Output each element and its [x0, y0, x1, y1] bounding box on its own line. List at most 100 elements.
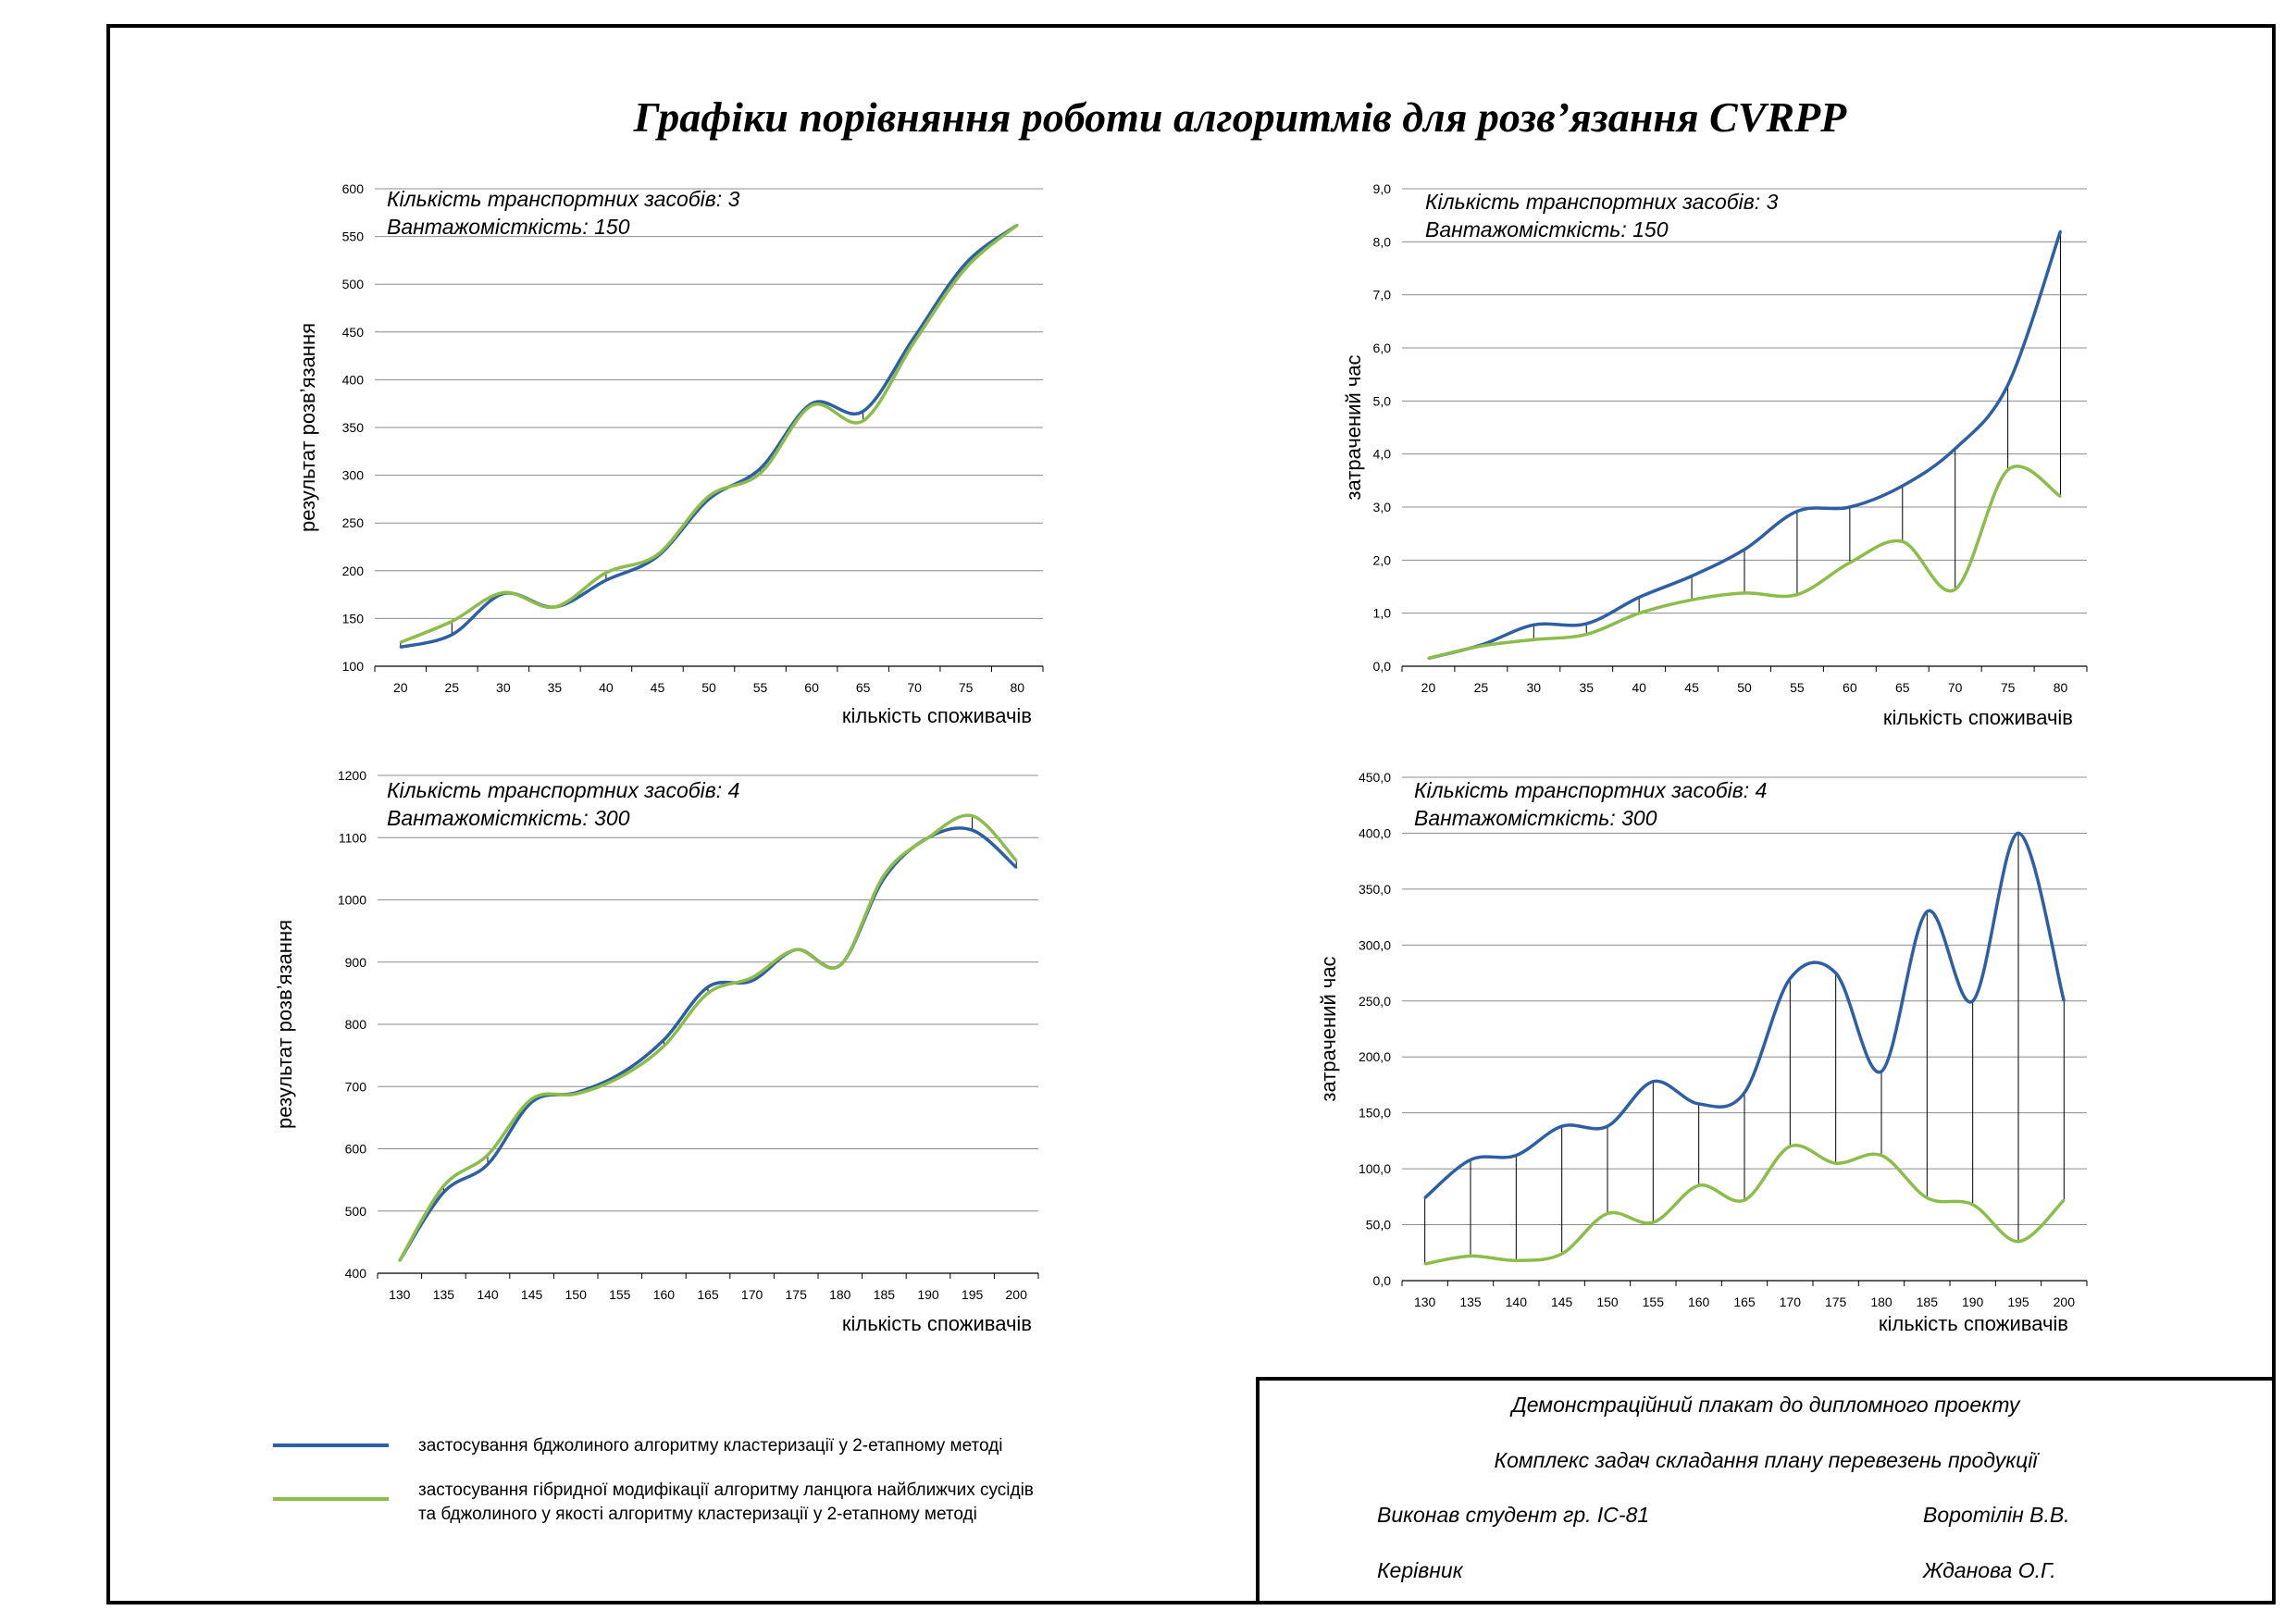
data-point-green: [1743, 591, 1746, 595]
data-point-green: [1515, 1259, 1518, 1262]
x-tick-label: 160: [1688, 1295, 1710, 1309]
data-point-blue: [1533, 624, 1535, 626]
x-tick-label: 185: [1917, 1295, 1939, 1309]
x-tick-label: 70: [1948, 680, 1963, 695]
y-tick-label: 50,0: [1366, 1218, 1391, 1233]
data-point-green: [1427, 657, 1430, 660]
data-point-green: [1789, 1145, 1792, 1148]
x-tick-label: 195: [2007, 1295, 2029, 1309]
data-point-blue: [530, 1100, 533, 1104]
x-tick-label: 165: [1733, 1295, 1756, 1309]
title-block: Демонстраційний плакат до дипломного про…: [1256, 1377, 2276, 1604]
y-tick-label: 600: [345, 1142, 367, 1157]
x-axis-title: кількість споживачів: [842, 704, 1032, 727]
data-point-blue: [1560, 1124, 1563, 1128]
y-axis-title: затрачений час: [1342, 354, 1365, 500]
data-point-green: [1690, 599, 1694, 601]
x-tick-label: 65: [856, 680, 871, 695]
data-point-blue: [1848, 505, 1852, 509]
data-point-blue: [1469, 1158, 1472, 1161]
data-point-green: [399, 641, 402, 644]
y-tick-label: 250: [342, 515, 365, 530]
data-point-green: [1834, 1161, 1837, 1165]
data-point-blue: [1834, 972, 1837, 974]
x-tick-label: 135: [433, 1287, 455, 1302]
data-point-green: [1606, 1212, 1609, 1215]
y-tick-label: 400: [345, 1266, 367, 1281]
data-point-blue: [971, 828, 974, 832]
data-point-green: [1954, 588, 1956, 591]
y-tick-label: 800: [345, 1017, 367, 1032]
stamp-performed-label: Виконав студент гр. ІС-81: [1377, 1503, 1649, 1527]
legend-label-green-line2: та бджолиного у якості алгоритму кластер…: [418, 1505, 977, 1524]
chart-note-capacity: Вантажомісткість: 300: [1414, 806, 1657, 830]
x-tick-label: 135: [1459, 1295, 1482, 1309]
y-tick-label: 9,0: [1373, 181, 1392, 196]
x-tick-label: 160: [653, 1287, 676, 1302]
x-tick-label: 170: [741, 1287, 763, 1302]
stamp-performed-name: Воротілін В.В.: [1923, 1503, 2070, 1527]
data-point-green: [442, 1184, 445, 1188]
x-tick-label: 25: [445, 680, 460, 695]
data-point-blue: [1637, 596, 1641, 599]
y-tick-label: 300,0: [1359, 937, 1391, 952]
y-tick-label: 500: [345, 1204, 367, 1219]
data-point-green: [810, 404, 813, 407]
x-tick-label: 50: [701, 680, 716, 695]
data-point-blue: [1795, 510, 1799, 513]
y-tick-label: 450: [342, 325, 365, 340]
x-tick-label: 60: [1843, 680, 1857, 695]
data-point-blue: [442, 1191, 445, 1194]
series-line-blue: [398, 826, 1018, 1262]
x-tick-label: 140: [477, 1287, 499, 1302]
x-tick-label: 165: [697, 1287, 719, 1302]
data-point-green: [1480, 645, 1483, 648]
y-tick-label: 200,0: [1359, 1049, 1391, 1064]
y-tick-label: 3,0: [1373, 500, 1392, 514]
data-point-green: [971, 814, 974, 817]
data-point-blue: [1743, 1091, 1746, 1095]
chart-note-vehicles: Кількість транспортних засобів: 4: [1414, 778, 1767, 802]
data-point-blue: [1743, 548, 1746, 551]
stamp-supervisor-name: Жданова О.Г.: [1922, 1558, 2056, 1582]
x-tick-label: 145: [521, 1287, 543, 1302]
data-point-blue: [399, 646, 402, 649]
data-point-blue: [1901, 484, 1904, 488]
data-point-blue: [451, 633, 453, 637]
data-point-blue: [759, 467, 762, 470]
x-tick-label: 30: [496, 680, 511, 695]
data-point-green: [530, 1097, 533, 1100]
y-tick-label: 550: [342, 229, 365, 244]
chart-tr-time-cap150: 0,0 1,0 2,0 3,0 4,0 5,0 6,0 7,0 8,0 9,0 20 25 30 35 40…: [1342, 181, 2088, 729]
y-tick-label: 250,0: [1359, 994, 1391, 1009]
data-point-green: [656, 553, 659, 556]
data-point-blue: [1697, 1102, 1700, 1106]
y-tick-label: 7,0: [1373, 288, 1392, 303]
y-axis-title: результат розв’язання: [273, 920, 296, 1129]
x-tick-label: 200: [1006, 1287, 1028, 1302]
data-point-green: [1469, 1255, 1472, 1258]
chart-br-time-cap300: 0,0 50,0 100,0 150,0 200,0 250,0 300,0 350,0 400…: [1317, 770, 2088, 1335]
x-tick-label: 145: [1551, 1295, 1573, 1309]
data-point-green: [862, 419, 864, 422]
x-tick-label: 75: [959, 680, 974, 695]
data-point-green: [964, 266, 967, 269]
x-tick-label: 25: [1474, 680, 1489, 695]
data-point-green: [2017, 1240, 2020, 1243]
x-axis-title: кількість споживачів: [1879, 1312, 2068, 1335]
y-tick-label: 1,0: [1373, 606, 1392, 621]
x-tick-label: 30: [1527, 680, 1542, 695]
data-point-blue: [751, 979, 753, 983]
series-line-blue: [1428, 230, 2063, 661]
data-point-green: [1848, 562, 1852, 564]
y-tick-label: 700: [345, 1079, 367, 1094]
data-point-blue: [1926, 910, 1929, 913]
y-tick-label: 300: [342, 468, 365, 483]
x-tick-label: 185: [874, 1287, 896, 1302]
data-point-green: [1585, 633, 1588, 636]
y-tick-label: 350: [342, 420, 365, 435]
data-point-green: [1016, 224, 1019, 227]
data-point-blue: [2006, 383, 2009, 387]
y-tick-label: 0,0: [1373, 1273, 1392, 1288]
legend-label-blue: застосування бджолиного алгоритму класте…: [418, 1436, 1002, 1456]
